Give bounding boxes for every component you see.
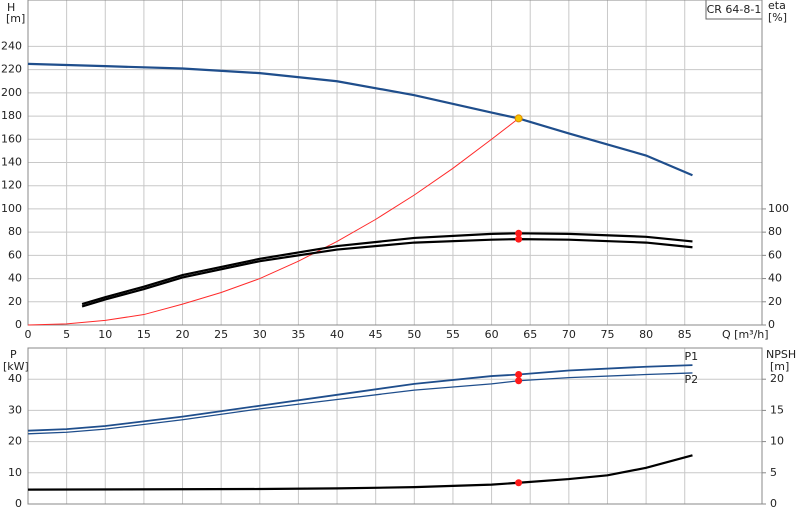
y2-tick-label: 60: [768, 248, 782, 261]
x-tick-label: 5: [63, 328, 70, 341]
x-tick-label: 0: [25, 328, 32, 341]
y2-tick-label: 0: [770, 497, 777, 510]
y-tick-label: 40: [8, 372, 22, 385]
x-tick-label: 65: [523, 328, 537, 341]
x-tick-label: 60: [485, 328, 499, 341]
duty-point: [515, 235, 523, 243]
y2-axis-label: eta: [768, 0, 786, 12]
y2-tick-label: 20: [770, 372, 784, 385]
x-tick-label: 80: [639, 328, 653, 341]
duty-point: [514, 114, 523, 123]
x-tick-label: 20: [176, 328, 190, 341]
curve: [27, 372, 693, 435]
x-tick-label: 75: [600, 328, 614, 341]
y-tick-label: 0: [15, 318, 22, 331]
y-tick-label: 10: [8, 466, 22, 479]
y-tick-label: 30: [8, 403, 22, 416]
x-tick-label: 55: [446, 328, 460, 341]
y2-axis-unit: [%]: [768, 11, 787, 24]
y-tick-label: 200: [1, 86, 22, 99]
y-axis-label: P: [10, 348, 17, 361]
plot-frame: [27, 347, 763, 505]
x-tick-label: 70: [562, 328, 576, 341]
y-tick-label: 60: [8, 248, 22, 261]
y-tick-label: 180: [1, 109, 22, 122]
y2-tick-label: 10: [770, 435, 784, 448]
duty-point: [515, 371, 523, 379]
y-tick-label: 80: [8, 225, 22, 238]
y2-tick-label: 5: [770, 466, 777, 479]
y-axis-unit: [kW]: [3, 360, 29, 373]
curve: [27, 117, 519, 326]
curve: [27, 364, 693, 432]
duty-point: [515, 377, 523, 385]
duty-point: [515, 229, 523, 237]
x-tick-label: 85: [678, 328, 692, 341]
y2-tick-label: 40: [768, 272, 782, 285]
curve: [27, 454, 693, 491]
x-tick-label: 25: [214, 328, 228, 341]
x-tick-label: 15: [137, 328, 151, 341]
curve: [81, 232, 693, 306]
y2-tick-label: 80: [768, 225, 782, 238]
y-axis-label: H: [7, 1, 15, 14]
x-tick-label: 50: [407, 328, 421, 341]
y-tick-label: 100: [1, 202, 22, 215]
curve-label: P2: [684, 373, 698, 386]
x-tick-label: 45: [369, 328, 383, 341]
y-tick-label: 160: [1, 132, 22, 145]
y2-axis-unit: [m]: [770, 360, 789, 373]
y-tick-label: 140: [1, 156, 22, 169]
x-axis-label: Q [m³/h]: [722, 328, 769, 341]
y-tick-label: 240: [1, 39, 22, 52]
plot-frame: [27, 0, 763, 326]
y-tick-label: 120: [1, 179, 22, 192]
y-axis-unit: [m]: [6, 12, 25, 25]
y-tick-label: 20: [8, 435, 22, 448]
y-tick-label: 40: [8, 272, 22, 285]
y-tick-label: 220: [1, 63, 22, 76]
x-tick-label: 35: [291, 328, 305, 341]
y2-axis-label: NPSH: [766, 348, 796, 361]
y2-tick-label: 0: [768, 318, 775, 331]
y2-tick-label: 20: [768, 295, 782, 308]
x-tick-label: 10: [98, 328, 112, 341]
x-tick-label: 40: [330, 328, 344, 341]
y2-tick-label: 15: [770, 403, 784, 416]
y-tick-label: 20: [8, 295, 22, 308]
curve: [81, 238, 693, 308]
y2-tick-label: 100: [768, 202, 789, 215]
model-name: CR 64-8-1: [707, 3, 762, 16]
duty-point: [515, 479, 523, 487]
curve-label: P1: [684, 350, 698, 363]
curve: [27, 62, 693, 177]
x-tick-label: 30: [253, 328, 267, 341]
y-tick-label: 0: [15, 497, 22, 510]
